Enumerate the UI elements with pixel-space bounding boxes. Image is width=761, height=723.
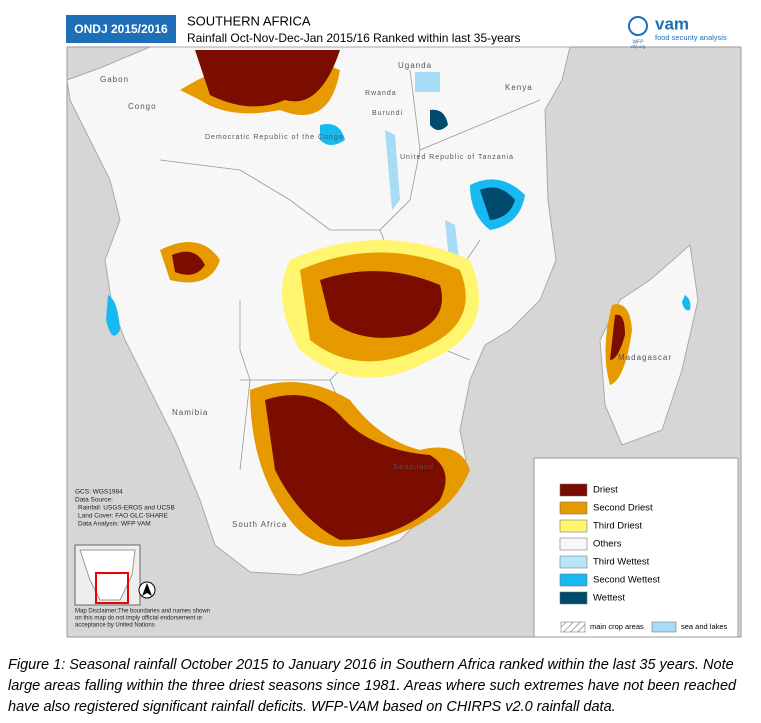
metadata-line: Land Cover: FAO GLC-SHARE: [78, 513, 169, 520]
disclaimer: Map Disclaimer:The boundaries and names …: [75, 609, 210, 629]
logo-org-sub: wfp.org: [631, 44, 646, 49]
legend-swatch: [559, 591, 588, 605]
wfp-emblem: [628, 16, 648, 36]
legend-swatch: [559, 537, 588, 551]
legend-label: sea and lakes: [681, 622, 728, 631]
logo-sub: food security analysis: [655, 33, 727, 42]
legend-label: Second Driest: [593, 503, 653, 514]
country-label: Gabon: [100, 75, 129, 84]
legend-label: Others: [593, 539, 622, 550]
legend: Driest Second Driest Third Driest Others Thi…: [559, 483, 728, 633]
map-subtitle: Rainfall Oct-Nov-Dec-Jan 2015/16 Ranked …: [187, 31, 521, 45]
metadata-line: Rainfall: USGS-EROS and UCSB: [78, 505, 175, 512]
country-label: Kenya: [505, 83, 533, 92]
country-labels: Gabon Congo Uganda Kenya Rwanda Burundi …: [100, 61, 672, 529]
legend-swatch: [560, 621, 586, 633]
north-arrow-head: [142, 583, 152, 596]
country-label: Congo: [128, 102, 157, 111]
legend-label: main crop areas: [590, 622, 644, 631]
disclaimer-line: acceptance by United Nations: [75, 623, 155, 629]
country-label: United Republic of Tanzania: [400, 154, 514, 161]
legend-swatch: [559, 573, 588, 587]
badge-text: ONDJ 2015/2016: [74, 22, 168, 36]
metadata-line: GCS: WGS1984: [75, 489, 123, 496]
legend-swatch: [559, 555, 588, 569]
legend-swatch: [559, 501, 588, 515]
rainfall-areas: [106, 50, 691, 547]
legend-label: Second Wettest: [593, 575, 660, 586]
country-label: Uganda: [398, 61, 432, 70]
madagascar-land: [599, 244, 699, 446]
inset-highlight: [95, 572, 129, 604]
country-label: Democratic Republic of the Congo: [205, 134, 344, 141]
map-figure: Gabon Congo Uganda Kenya Rwanda Burundi …: [66, 13, 742, 638]
legend-label: Third Wettest: [593, 557, 650, 568]
country-label: Rwanda: [365, 90, 397, 97]
logo: vam: [655, 14, 689, 33]
map-title: SOUTHERN AFRICA: [187, 13, 311, 28]
legend-label: Wettest: [593, 593, 625, 604]
metadata-line: Data Analysis: WFP VAM: [78, 521, 151, 528]
country-label: Madagascar: [618, 353, 672, 362]
inset-land: [79, 549, 136, 601]
legend-label: Third Driest: [593, 521, 642, 532]
legend-swatch: [559, 519, 588, 533]
logo-org: WFP: [632, 39, 644, 45]
country-label: South Africa: [232, 520, 287, 529]
legend-swatch: [559, 483, 588, 497]
legend-swatch: [651, 621, 677, 633]
country-label: Burundi: [372, 110, 403, 117]
caption: Figure 1: Seasonal rainfall October 2015…: [8, 657, 737, 715]
country-label: Swaziland: [393, 464, 434, 471]
disclaimer-line: Map Disclaimer:The boundaries and names …: [75, 609, 210, 615]
legend-label: Driest: [593, 485, 618, 496]
country-label: Namibia: [172, 408, 208, 417]
badge: [66, 15, 176, 43]
metadata-line: Data Source:: [75, 497, 113, 504]
disclaimer-line: on this map do not imply official endors…: [75, 616, 202, 622]
